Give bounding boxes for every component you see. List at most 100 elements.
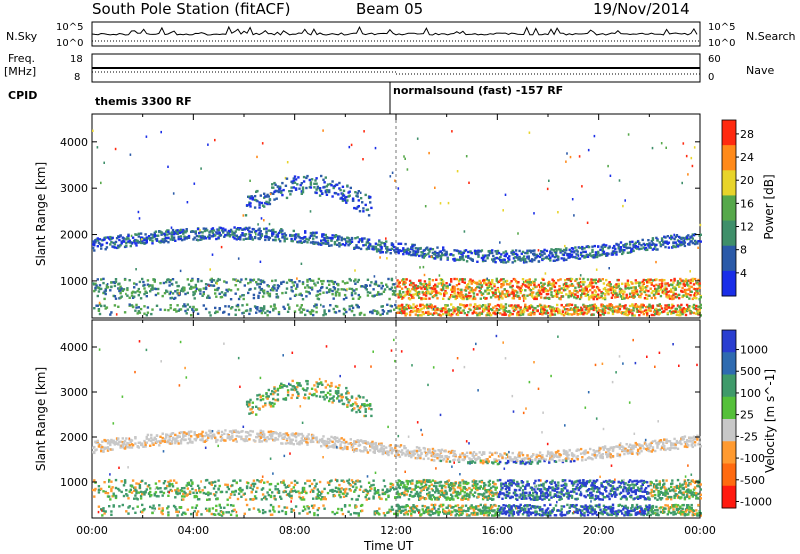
data-cell xyxy=(648,242,651,245)
data-cell xyxy=(623,297,626,300)
data-cell xyxy=(643,297,647,300)
data-cell xyxy=(508,255,511,258)
data-cell xyxy=(162,281,166,285)
data-cell xyxy=(647,309,650,312)
data-cell xyxy=(465,285,469,289)
data-cell xyxy=(280,191,283,194)
data-cell xyxy=(426,288,429,291)
data-cell xyxy=(689,294,692,297)
data-cell xyxy=(679,309,682,312)
data-cell xyxy=(259,282,262,286)
data-cell xyxy=(461,278,464,281)
data-cell xyxy=(456,313,460,317)
data-cell xyxy=(249,486,252,489)
data-cell xyxy=(301,282,305,286)
data-cell xyxy=(690,235,693,238)
data-cell xyxy=(673,237,676,241)
data-cell xyxy=(110,285,113,289)
data-cell xyxy=(256,486,259,490)
data-cell xyxy=(644,293,648,297)
data-cell xyxy=(284,234,288,237)
data-cell xyxy=(583,292,586,295)
data-cell xyxy=(228,496,232,499)
data-cell xyxy=(93,451,96,454)
data-cell xyxy=(445,291,448,295)
data-cell xyxy=(212,433,216,436)
data-cell xyxy=(450,314,453,317)
data-cell xyxy=(252,296,256,300)
data-cell xyxy=(678,297,681,300)
data-cell xyxy=(108,478,111,482)
data-cell xyxy=(459,278,462,281)
data-cell xyxy=(182,290,185,293)
data-cell xyxy=(277,231,281,235)
data-cell xyxy=(336,243,339,246)
data-cell xyxy=(626,246,630,249)
data-cell xyxy=(533,284,536,287)
data-cell xyxy=(504,254,508,258)
data-cell xyxy=(178,292,181,295)
data-cell xyxy=(575,256,578,260)
data-cell xyxy=(112,241,115,245)
data-cell xyxy=(623,248,626,252)
data-cell xyxy=(220,430,224,434)
data-cell xyxy=(161,294,164,298)
data-cell xyxy=(496,287,500,291)
data-cell xyxy=(632,245,635,248)
data-cell xyxy=(117,437,120,440)
data-cell xyxy=(380,305,383,308)
data-cell xyxy=(529,313,533,317)
data-cell xyxy=(476,281,479,284)
data-cell xyxy=(104,439,107,442)
data-cell xyxy=(309,181,313,184)
data-cell xyxy=(377,243,380,246)
data-cell xyxy=(199,434,202,438)
data-cell xyxy=(251,406,254,409)
data-cell xyxy=(177,510,180,514)
data-cell xyxy=(691,277,694,281)
data-cell xyxy=(593,256,596,259)
data-cell xyxy=(550,312,553,315)
data-cell xyxy=(594,305,598,308)
data-cell xyxy=(698,284,701,287)
data-cell xyxy=(220,437,224,440)
data-cell xyxy=(137,482,140,486)
data-cell xyxy=(501,292,504,295)
data-cell xyxy=(489,313,493,317)
data-cell xyxy=(378,240,381,243)
data-cell xyxy=(513,278,517,281)
data-cell xyxy=(301,191,305,194)
data-cell xyxy=(554,290,558,294)
data-cell xyxy=(128,279,131,282)
data-cell xyxy=(204,492,208,495)
data-cell xyxy=(665,293,668,296)
data-cell xyxy=(414,313,417,316)
data-cell xyxy=(268,198,272,201)
data-cell xyxy=(263,481,266,484)
data-cell xyxy=(357,240,360,244)
data-cell xyxy=(309,279,313,282)
data-cell xyxy=(565,247,568,250)
data-cell xyxy=(571,198,574,201)
data-cell xyxy=(423,248,427,252)
data-cell xyxy=(587,283,591,287)
data-cell xyxy=(274,398,277,402)
data-cell xyxy=(560,287,563,290)
data-cell xyxy=(158,495,160,498)
data-cell xyxy=(455,296,459,299)
data-cell xyxy=(183,288,186,292)
data-cell xyxy=(533,252,536,255)
data-cell xyxy=(260,233,264,236)
data-cell xyxy=(673,277,676,281)
data-cell xyxy=(428,278,431,281)
data-cell xyxy=(275,432,278,435)
data-cell xyxy=(288,436,291,439)
data-cell xyxy=(600,294,603,298)
data-cell xyxy=(698,298,701,301)
data-cell xyxy=(636,245,640,249)
data-cell xyxy=(554,248,558,251)
data-cell xyxy=(143,439,146,443)
data-cell xyxy=(280,190,283,193)
data-cell xyxy=(185,376,188,379)
data-cell xyxy=(354,237,357,240)
